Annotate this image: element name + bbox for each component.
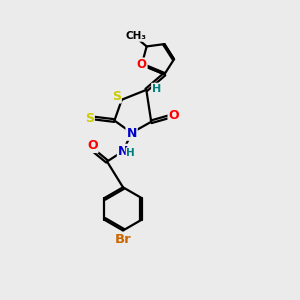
- Text: S: S: [112, 89, 121, 103]
- Text: H: H: [152, 84, 161, 94]
- Text: O: O: [137, 58, 147, 71]
- Text: N: N: [126, 127, 137, 140]
- Text: S: S: [85, 112, 94, 124]
- Text: O: O: [169, 109, 179, 122]
- Text: H: H: [127, 148, 135, 158]
- Text: O: O: [87, 139, 98, 152]
- Text: CH₃: CH₃: [125, 31, 146, 41]
- Text: Br: Br: [115, 232, 131, 246]
- Text: N: N: [118, 145, 128, 158]
